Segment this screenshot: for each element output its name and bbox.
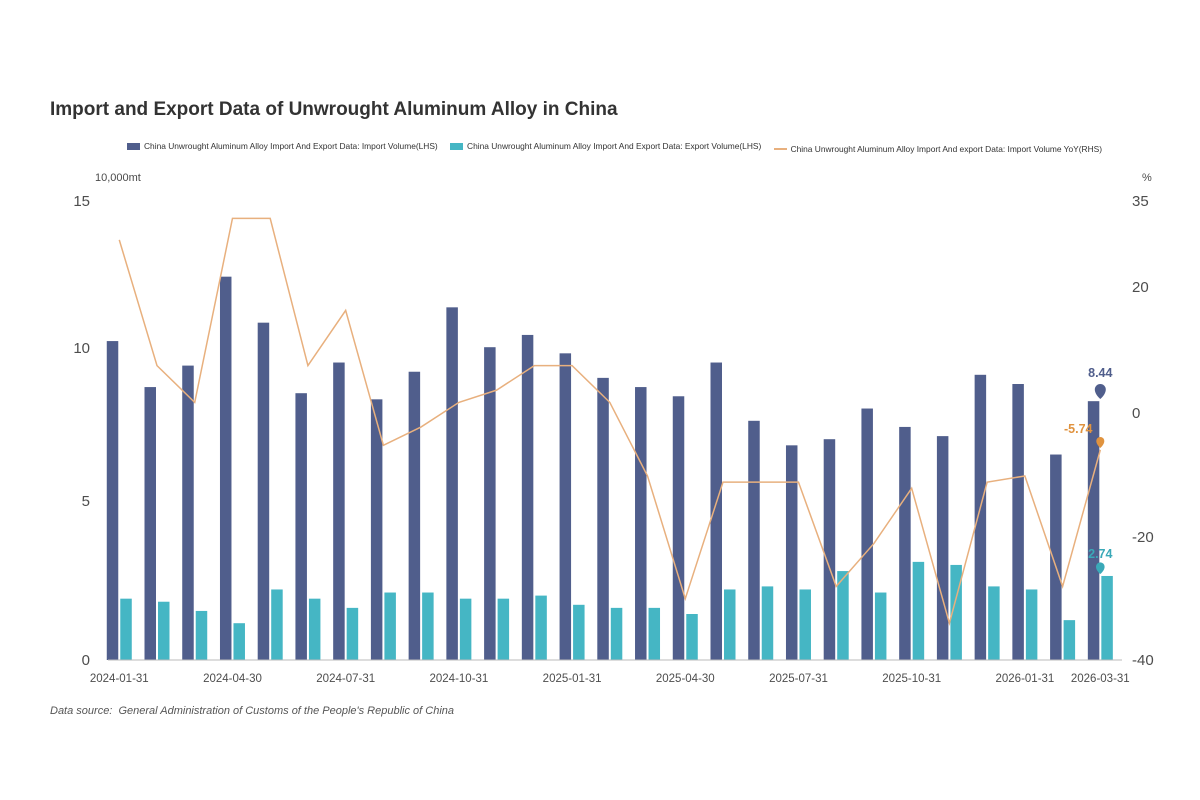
svg-text:-20: -20 <box>1132 529 1154 546</box>
svg-text:2024-10-31: 2024-10-31 <box>429 673 488 685</box>
svg-text:2.74: 2.74 <box>1088 547 1112 561</box>
svg-text:5: 5 <box>82 493 90 510</box>
svg-text:10: 10 <box>73 340 90 357</box>
svg-text:2024-01-31: 2024-01-31 <box>90 673 149 685</box>
svg-text:0: 0 <box>82 652 90 669</box>
svg-text:20: 20 <box>1132 279 1149 296</box>
svg-text:2024-04-30: 2024-04-30 <box>203 673 262 685</box>
svg-text:-5.74: -5.74 <box>1064 422 1093 436</box>
svg-text:8.44: 8.44 <box>1088 366 1112 380</box>
svg-text:0: 0 <box>1132 405 1140 422</box>
svg-text:-40: -40 <box>1132 652 1154 669</box>
svg-text:2025-07-31: 2025-07-31 <box>769 673 828 685</box>
svg-text:2025-01-31: 2025-01-31 <box>543 673 602 685</box>
svg-text:15: 15 <box>73 193 90 210</box>
svg-text:2025-10-31: 2025-10-31 <box>882 673 941 685</box>
svg-text:35: 35 <box>1132 193 1149 210</box>
svg-text:2024-07-31: 2024-07-31 <box>316 673 375 685</box>
svg-text:2026-03-31: 2026-03-31 <box>1071 673 1130 685</box>
svg-text:2025-04-30: 2025-04-30 <box>656 673 715 685</box>
svg-text:2026-01-31: 2026-01-31 <box>995 673 1054 685</box>
